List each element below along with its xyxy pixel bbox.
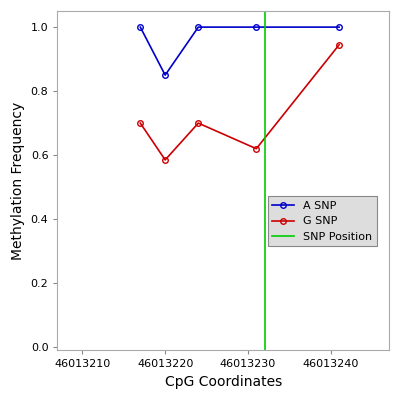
Y-axis label: Methylation Frequency: Methylation Frequency bbox=[11, 102, 25, 260]
A SNP bbox=[196, 25, 201, 30]
G SNP bbox=[163, 158, 168, 162]
G SNP bbox=[254, 146, 259, 151]
X-axis label: CpG Coordinates: CpG Coordinates bbox=[164, 375, 282, 389]
A SNP bbox=[337, 25, 342, 30]
A SNP bbox=[138, 25, 143, 30]
G SNP bbox=[337, 42, 342, 47]
Line: A SNP: A SNP bbox=[138, 24, 342, 78]
G SNP bbox=[196, 121, 201, 126]
A SNP bbox=[163, 73, 168, 78]
A SNP bbox=[254, 25, 259, 30]
G SNP bbox=[138, 121, 143, 126]
Legend: A SNP, G SNP, SNP Position: A SNP, G SNP, SNP Position bbox=[268, 196, 377, 246]
Line: G SNP: G SNP bbox=[138, 42, 342, 163]
